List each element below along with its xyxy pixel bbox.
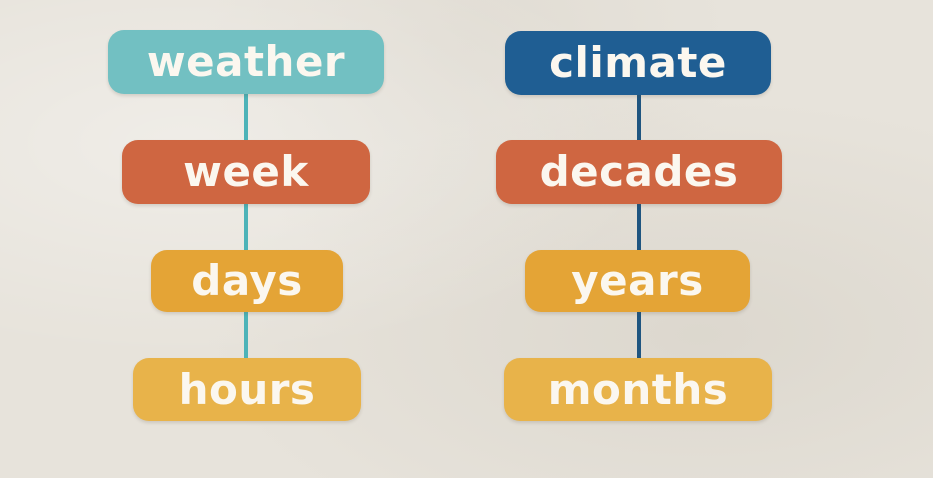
weather-item-hours: hours (133, 358, 361, 421)
climate-item-label: months (547, 364, 729, 414)
climate-column: climate decades years months (493, 0, 933, 478)
climate-item-label: decades (539, 147, 739, 196)
weather-item-week: week (122, 140, 370, 204)
climate-title-pill: climate (505, 31, 771, 95)
climate-connector-line (637, 62, 641, 392)
climate-item-decades: decades (496, 140, 782, 204)
climate-item-years: years (525, 250, 750, 312)
weather-connector-line (244, 62, 248, 392)
weather-item-label: days (191, 256, 303, 305)
weather-column: weather week days hours (108, 30, 384, 421)
weather-item-label: hours (178, 364, 316, 414)
climate-item-months: months (504, 358, 772, 421)
weather-title-label: weather (146, 37, 346, 86)
weather-title-pill: weather (108, 30, 384, 94)
climate-item-label: years (571, 256, 704, 305)
weather-item-days: days (151, 250, 343, 312)
weather-item-label: week (183, 147, 309, 196)
climate-title-label: climate (549, 38, 727, 87)
